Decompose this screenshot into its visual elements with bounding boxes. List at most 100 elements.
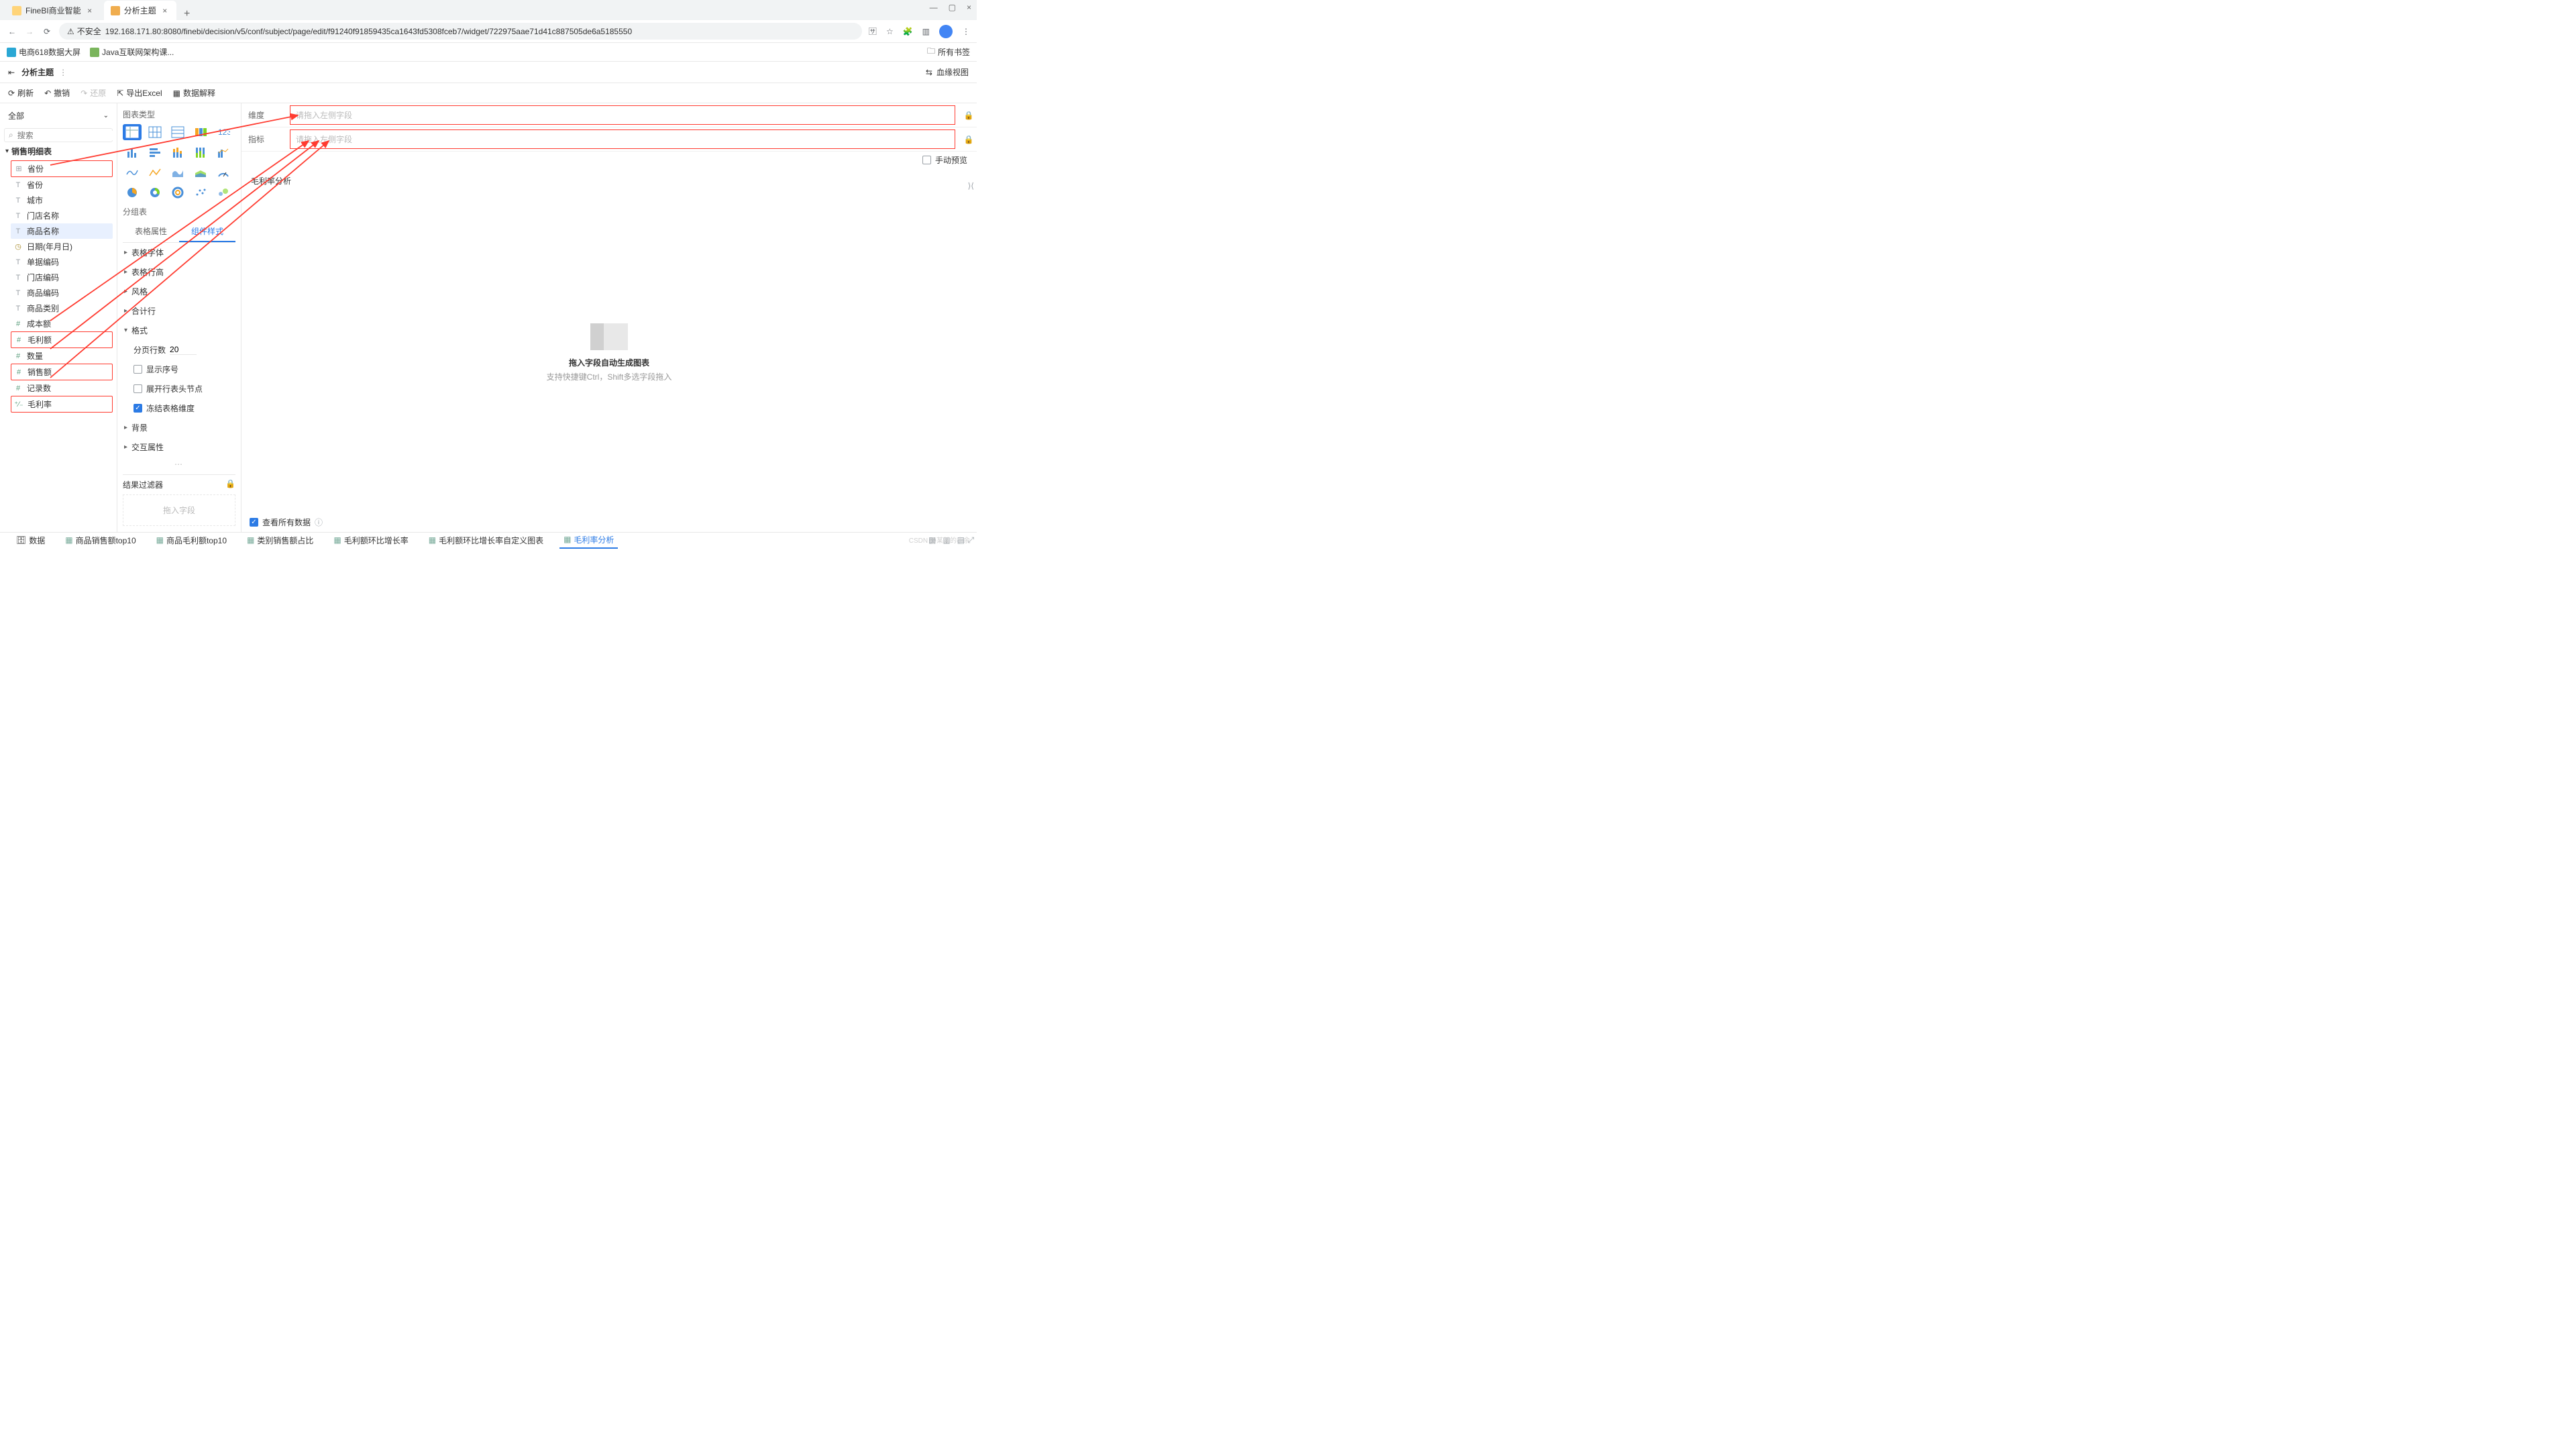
freeze-dim-checkbox[interactable]: ✓冻结表格维度 — [123, 398, 235, 418]
all-bookmarks-button[interactable]: 🗀 所有书签 — [927, 45, 970, 59]
chart-type-gauge[interactable] — [214, 164, 233, 180]
prop-font[interactable]: ▸表格字体 — [123, 243, 235, 262]
chart-type-line-smooth[interactable] — [146, 164, 164, 180]
tab-table-attr[interactable]: 表格属性 — [123, 221, 179, 242]
url-input[interactable]: ⚠ 不安全 192.168.171.80:8080/finebi/decisio… — [59, 23, 862, 40]
field-item[interactable]: T城市 — [11, 193, 113, 208]
insecure-badge[interactable]: ⚠ 不安全 — [67, 25, 101, 37]
new-tab-button[interactable]: + — [179, 8, 195, 20]
reload-icon[interactable]: ⟳ — [42, 27, 52, 36]
view-all-checkbox[interactable]: ✓ — [250, 518, 258, 527]
close-icon[interactable]: × — [160, 6, 170, 15]
chart-type-line[interactable] — [123, 164, 142, 180]
extensions-icon[interactable]: 🧩 — [903, 27, 913, 36]
show-index-checkbox[interactable]: 显示序号 — [123, 360, 235, 379]
sheet-tab[interactable]: ▦类别销售额占比 — [243, 532, 317, 549]
menu-icon[interactable]: ⋮ — [962, 27, 970, 36]
field-item[interactable]: #记录数 — [11, 380, 113, 396]
expand-header-checkbox[interactable]: 展开行表头节点 — [123, 379, 235, 398]
sheet-tab[interactable]: ▦毛利额环比增长率自定义图表 — [425, 532, 547, 549]
refresh-button[interactable]: ⟳刷新 — [8, 87, 34, 99]
widget-title[interactable]: 毛利率分析 ⟩⟨ — [241, 168, 977, 193]
field-item[interactable]: ◷日期(年月日) — [11, 239, 113, 254]
data-tab[interactable]: 🗄 数据 — [12, 533, 49, 548]
chart-type-donut[interactable] — [146, 184, 164, 201]
field-item[interactable]: T门店名称 — [11, 208, 113, 223]
lock-icon[interactable]: 🔒 — [225, 479, 235, 490]
lock-icon[interactable]: 🔒 — [961, 135, 977, 144]
maximize-icon[interactable]: ▢ — [949, 3, 956, 12]
prop-style[interactable]: ▸风格 — [123, 282, 235, 301]
translate-icon[interactable]: 🈂 — [869, 25, 877, 37]
chart-type-bubble[interactable] — [214, 184, 233, 201]
lineage-button[interactable]: 血缘视图 — [936, 66, 969, 78]
close-icon[interactable]: × — [85, 6, 95, 15]
chart-type-scatter[interactable] — [191, 184, 210, 201]
sheet-tab[interactable]: ▦商品销售额top10 — [61, 532, 140, 549]
chart-type-bar-h[interactable] — [146, 144, 164, 160]
side-panel-icon[interactable]: ▥ — [922, 27, 930, 36]
metric-dropzone[interactable]: 请拖入左侧字段 — [290, 129, 955, 149]
field-item[interactable]: #毛利额 — [11, 331, 113, 348]
field-item[interactable]: T商品编码 — [11, 285, 113, 301]
chart-type-bar-stack[interactable] — [168, 144, 187, 160]
field-item[interactable]: T门店编码 — [11, 270, 113, 285]
field-item[interactable]: T省份 — [11, 177, 113, 193]
sheet-tab[interactable]: ▦商品毛利额top10 — [152, 532, 231, 549]
sheet-tab[interactable]: ▦毛利额环比增长率 — [329, 532, 412, 549]
prop-total-row[interactable]: ▸合计行 — [123, 301, 235, 321]
field-item[interactable]: T商品名称 — [11, 223, 113, 239]
filter-dropzone[interactable]: 拖入字段 — [123, 494, 235, 526]
star-icon[interactable]: ☆ — [886, 27, 894, 36]
chart-canvas[interactable]: 拖入字段自动生成图表 支持快捷键Ctrl，Shift多选字段拖入 — [241, 193, 977, 513]
minimize-icon[interactable]: — — [930, 3, 938, 12]
chart-type-area[interactable] — [168, 164, 187, 180]
chart-type-number[interactable]: 123 — [214, 124, 233, 140]
export-excel-button[interactable]: ⇱导出Excel — [117, 87, 162, 99]
redo-button[interactable]: ↷还原 — [80, 87, 106, 99]
prop-format[interactable]: ▾格式 — [123, 321, 235, 340]
prop-row-height[interactable]: ▸表格行高 — [123, 262, 235, 282]
field-item[interactable]: #数量 — [11, 348, 113, 364]
dataset-selector[interactable]: 全部 ⌄ — [4, 107, 113, 124]
browser-tab[interactable]: FineBI商业智能 × — [5, 1, 101, 20]
chart-type-table-group[interactable] — [123, 124, 142, 140]
manual-preview-checkbox[interactable] — [922, 156, 931, 164]
page-rows-input[interactable] — [170, 345, 197, 355]
chart-type-bar-pct[interactable] — [191, 144, 210, 160]
table-node[interactable]: ▾ 销售明细表 — [4, 142, 113, 160]
chart-type-area-stack[interactable] — [191, 164, 210, 180]
bookmark-item[interactable]: Java互联网架构课... — [90, 46, 174, 58]
field-item[interactable]: ⁺⁄₋毛利率 — [11, 396, 113, 413]
bookmark-item[interactable]: 电商618数据大屏 — [7, 46, 80, 58]
field-item[interactable]: #销售额 — [11, 364, 113, 380]
sheet-tab[interactable]: ▦毛利率分析 — [559, 532, 618, 549]
close-window-icon[interactable]: × — [967, 3, 971, 12]
chart-type-pie[interactable] — [123, 184, 142, 201]
chart-type-table-detail[interactable] — [168, 124, 187, 140]
field-search[interactable]: ⌕ ⚙ — [4, 128, 113, 142]
chart-type-kpi[interactable] — [191, 124, 210, 140]
field-item[interactable]: T单据编码 — [11, 254, 113, 270]
more-icon[interactable]: ⋮ — [59, 68, 67, 77]
back-icon[interactable]: ← — [7, 27, 17, 36]
prop-interaction[interactable]: ▸交互属性 — [123, 437, 235, 457]
resize-handle[interactable]: ⋯ — [123, 460, 235, 469]
chart-type-bar-v[interactable] — [123, 144, 142, 160]
field-item[interactable]: ⊞省份 — [11, 160, 113, 177]
collapse-icon[interactable]: ⟩⟨ — [968, 181, 974, 191]
tab-widget-style[interactable]: 组件样式 — [179, 221, 235, 242]
browser-tab[interactable]: 分析主题 × — [104, 1, 176, 20]
chart-type-sunburst[interactable] — [168, 184, 187, 201]
data-explain-button[interactable]: ▦数据解释 — [173, 87, 215, 99]
profile-avatar[interactable] — [939, 25, 953, 38]
back-to-list-icon[interactable]: ⇤ — [8, 68, 15, 77]
field-item[interactable]: T商品类别 — [11, 301, 113, 316]
field-item[interactable]: #成本额 — [11, 316, 113, 331]
undo-button[interactable]: ↶撤销 — [44, 87, 70, 99]
search-input[interactable] — [17, 131, 117, 140]
prop-background[interactable]: ▸背景 — [123, 418, 235, 437]
dimension-dropzone[interactable]: 请拖入左侧字段 — [290, 105, 955, 125]
forward-icon[interactable]: → — [24, 27, 35, 36]
info-icon[interactable]: ⓘ — [315, 517, 323, 528]
